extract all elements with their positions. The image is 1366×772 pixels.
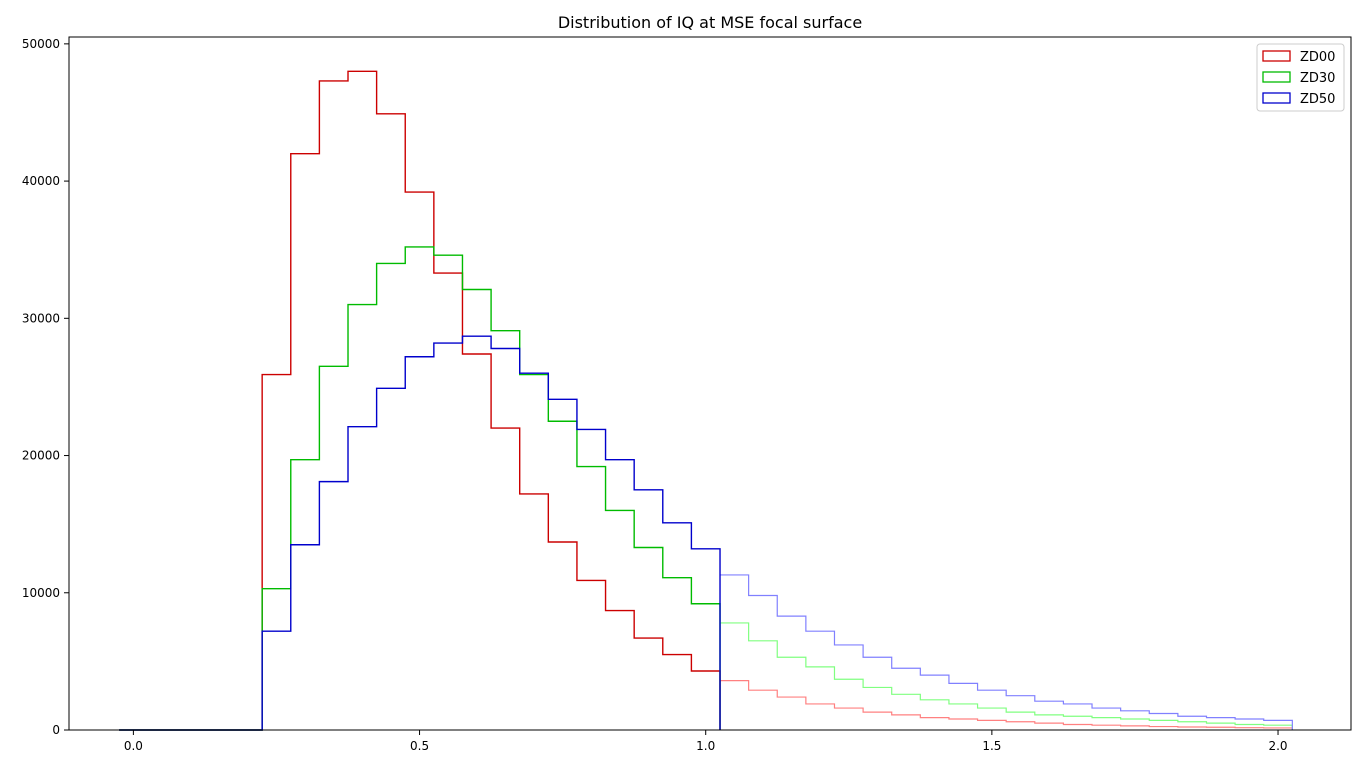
x-tick-label: 0.5 [410,739,429,753]
chart-title: Distribution of IQ at MSE focal surface [558,13,862,32]
series-zd00-tail-line [720,680,1293,730]
axes: 0.0 0.5 1.0 1.5 2.0 0 10000 20000 30000 40000 5000… [22,36,1352,753]
legend-swatch-zd50 [1262,92,1291,104]
y-tick-label: 10000 [22,586,60,600]
series-zd50-histogram-line [119,335,721,731]
axes-frame [68,36,1352,731]
legend-label-zd50: ZD50 [1300,92,1335,107]
series-zd50-tail-line [720,574,1293,730]
y-tick-label: 20000 [22,449,60,463]
legend-swatch-zd30 [1262,71,1291,83]
series-zd30-histogram-line [119,246,721,731]
y-tick-label: 50000 [22,37,60,51]
series-zd00-histogram-line [119,70,721,731]
x-tick-label: 1.0 [696,739,715,753]
y-tick-label: 30000 [22,311,60,325]
y-tick-label: 40000 [22,174,60,188]
y-tick-label: 0 [52,723,60,737]
x-tick-label: 2.0 [1268,739,1287,753]
legend-label-zd30: ZD30 [1300,71,1335,86]
x-tick-label: 1.5 [982,739,1001,753]
legend-label-zd00: ZD00 [1300,50,1335,65]
series-zd30-tail-line [720,622,1293,730]
plot-area [119,70,1293,731]
legend: ZD00 ZD30 ZD50 [1256,43,1345,112]
x-tick-label: 0.0 [124,739,143,753]
legend-swatch-zd00 [1262,50,1291,62]
